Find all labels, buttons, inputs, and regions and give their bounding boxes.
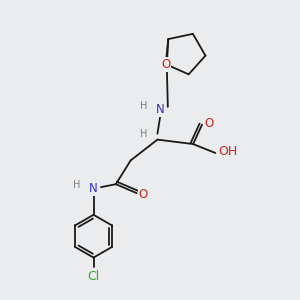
Text: N: N (156, 103, 165, 116)
Text: Cl: Cl (87, 269, 100, 283)
Text: OH: OH (218, 145, 238, 158)
Text: H: H (74, 180, 81, 190)
Text: O: O (139, 188, 148, 201)
Text: H: H (140, 101, 148, 111)
Text: H: H (140, 129, 148, 139)
Text: O: O (204, 117, 213, 130)
Text: O: O (161, 58, 170, 70)
Text: N: N (89, 182, 98, 195)
